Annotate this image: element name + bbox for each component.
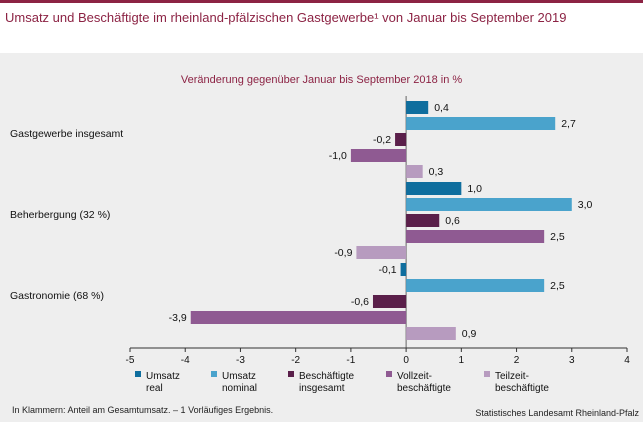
data-label: 2,7 <box>561 118 576 130</box>
bar <box>395 133 407 146</box>
footnote: In Klammern: Anteil am Gesamtumsatz. – 1… <box>12 405 274 415</box>
legend-swatch <box>386 371 392 377</box>
x-tick-label: 1 <box>459 355 465 366</box>
legend-label: Beschäftigte <box>299 371 354 382</box>
x-tick-label: -3 <box>236 355 245 366</box>
title-accent-bar <box>0 0 643 3</box>
data-label: 2,5 <box>550 231 565 243</box>
legend-swatch <box>135 371 141 377</box>
x-tick-label: 4 <box>624 355 630 366</box>
bar <box>406 214 440 227</box>
data-label: 2,5 <box>550 280 565 292</box>
data-label: -3,9 <box>169 312 187 324</box>
x-tick-label: -4 <box>181 355 190 366</box>
category-label: Gastronomie (68 %) <box>10 290 104 302</box>
data-label: 0,6 <box>445 215 460 227</box>
x-tick-label: 0 <box>403 355 409 366</box>
bar <box>372 295 407 308</box>
bar <box>406 230 545 243</box>
legend-swatch <box>211 371 217 377</box>
data-label: 0,3 <box>429 166 444 178</box>
bar <box>190 311 407 324</box>
x-tick-label: -1 <box>346 355 355 366</box>
data-label: -0,6 <box>351 296 369 308</box>
data-label: -1,0 <box>329 150 347 162</box>
x-tick-label: 3 <box>569 355 575 366</box>
legend-label: Umsatz <box>222 371 256 382</box>
data-label: 0,9 <box>462 328 477 340</box>
legend-label: Teilzeit- <box>495 371 529 382</box>
bar <box>406 279 545 292</box>
bar <box>406 198 572 211</box>
source-note: Statistisches Landesamt Rheinland-Pfalz <box>475 408 639 418</box>
legend-label: beschäftigte <box>495 383 549 394</box>
category-label: Gastgewerbe insgesamt <box>10 128 123 140</box>
bar <box>406 182 462 195</box>
bar <box>406 165 423 178</box>
data-label: 3,0 <box>578 199 593 211</box>
legend-label: Vollzeit- <box>397 371 432 382</box>
legend-label: nominal <box>222 383 257 394</box>
category-label: Beherbergung (32 %) <box>10 209 110 221</box>
bar <box>406 327 456 340</box>
x-tick-label: -2 <box>291 355 300 366</box>
legend-swatch <box>484 371 490 377</box>
legend-label: insgesamt <box>299 383 345 394</box>
legend-label: Umsatz <box>146 371 180 382</box>
data-label: -0,2 <box>373 134 391 146</box>
data-label: -0,1 <box>378 264 396 276</box>
data-label: 0,4 <box>434 102 449 114</box>
bar <box>400 263 407 276</box>
legend-swatch <box>288 371 294 377</box>
legend-label: real <box>146 383 163 394</box>
bar <box>356 246 407 259</box>
bar <box>350 149 407 162</box>
chart-subtitle: Veränderung gegenüber Januar bis Septemb… <box>180 74 463 86</box>
bar <box>406 117 556 130</box>
legend-label: beschäftigte <box>397 383 451 394</box>
data-label: -0,9 <box>334 247 352 259</box>
x-tick-label: 2 <box>514 355 520 366</box>
x-tick-label: -5 <box>126 355 135 366</box>
chart-title: Umsatz und Beschäftigte im rheinland-pfä… <box>5 10 567 25</box>
bar <box>406 101 429 114</box>
data-label: 1,0 <box>467 183 482 195</box>
